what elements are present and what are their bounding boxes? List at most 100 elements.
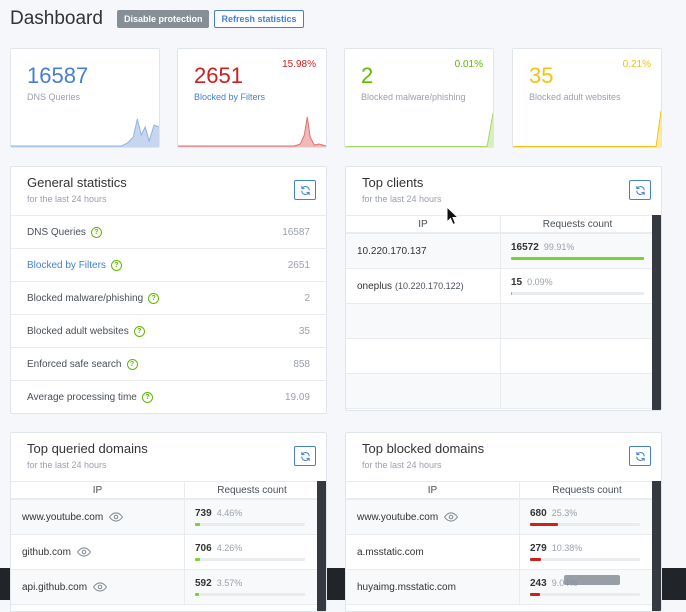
domain-name: github.com bbox=[22, 547, 71, 558]
eye-icon[interactable] bbox=[109, 512, 123, 522]
row-value: 19.09 bbox=[285, 392, 310, 403]
row-label-link[interactable]: Blocked by Filters bbox=[27, 260, 106, 271]
column-header-requests[interactable]: Requests count bbox=[501, 216, 654, 232]
top-queried-domains-card: Top queried domains for the last 24 hour… bbox=[10, 432, 327, 612]
progress-fill bbox=[195, 523, 200, 526]
row-value: 2 bbox=[304, 293, 310, 304]
table-scrollbar[interactable] bbox=[652, 215, 661, 410]
question-circle-icon[interactable]: ? bbox=[142, 392, 153, 403]
stat-value: 16587 bbox=[27, 63, 88, 89]
card-title: General statistics bbox=[27, 175, 127, 190]
domain-name: huyaimg.msstatic.com bbox=[357, 582, 456, 593]
column-header-ip[interactable]: IP bbox=[11, 482, 185, 498]
request-percent: 4.26% bbox=[217, 543, 243, 553]
column-header-ip[interactable]: IP bbox=[346, 216, 501, 232]
sparkline-dns-queries bbox=[11, 97, 159, 147]
stat-card-adult: 35 Blocked adult websites 0.21% bbox=[512, 48, 662, 148]
request-count: 243 bbox=[530, 578, 547, 589]
stat-row-safe-search: Enforced safe search? 858 bbox=[11, 347, 326, 380]
stat-value: 2 bbox=[361, 63, 373, 89]
progress-fill bbox=[195, 558, 200, 561]
table-scrollbar[interactable] bbox=[317, 481, 326, 611]
refresh-statistics-button[interactable]: Refresh statistics bbox=[214, 10, 303, 28]
mouse-cursor-icon bbox=[446, 206, 460, 226]
clients-table: IP Requests count 10.220.170.137 16572 99… bbox=[346, 215, 654, 409]
card-title: Top blocked domains bbox=[362, 441, 484, 456]
progress-bar bbox=[511, 292, 644, 295]
stat-row-blocked-filters: Blocked by Filters? 2651 bbox=[11, 248, 326, 281]
request-percent: 3.57% bbox=[217, 578, 243, 588]
domain-name: www.youtube.com bbox=[22, 512, 103, 523]
stat-row-processing-time: Average processing time? 19.09 bbox=[11, 380, 326, 413]
refresh-icon bbox=[300, 185, 311, 196]
card-title: Top queried domains bbox=[27, 441, 148, 456]
request-percent: 4.46% bbox=[217, 508, 243, 518]
question-circle-icon[interactable]: ? bbox=[111, 260, 122, 271]
progress-fill bbox=[195, 593, 199, 596]
table-header: IP Requests count bbox=[11, 481, 319, 500]
question-circle-icon[interactable]: ? bbox=[127, 359, 138, 370]
refresh-icon bbox=[635, 451, 646, 462]
card-subtitle: for the last 24 hours bbox=[362, 460, 442, 470]
refresh-button[interactable] bbox=[294, 180, 316, 200]
progress-bar bbox=[511, 257, 644, 260]
table-row-empty bbox=[346, 339, 654, 374]
refresh-button[interactable] bbox=[629, 446, 651, 466]
page-header: Dashboard Disable protection Refresh sta… bbox=[10, 6, 309, 32]
request-count: 279 bbox=[530, 543, 547, 554]
page-title: Dashboard bbox=[10, 8, 103, 30]
progress-bar bbox=[530, 558, 640, 561]
request-percent: 99.91% bbox=[544, 242, 575, 252]
question-circle-icon[interactable]: ? bbox=[148, 293, 159, 304]
progress-bar bbox=[195, 558, 305, 561]
progress-fill bbox=[530, 558, 541, 561]
request-percent: 0.09% bbox=[527, 277, 553, 287]
row-label: Average processing time bbox=[27, 392, 137, 403]
stat-percent: 15.98% bbox=[282, 59, 316, 70]
domain-name: a.msstatic.com bbox=[357, 547, 424, 558]
request-count: 592 bbox=[195, 578, 212, 589]
client-ip: 10.220.170.137 bbox=[357, 246, 427, 257]
column-header-requests[interactable]: Requests count bbox=[520, 482, 654, 498]
column-header-requests[interactable]: Requests count bbox=[185, 482, 319, 498]
question-circle-icon[interactable]: ? bbox=[91, 227, 102, 238]
stat-percent: 0.21% bbox=[623, 59, 651, 70]
stat-row-adult: Blocked adult websites? 35 bbox=[11, 314, 326, 347]
eye-icon[interactable] bbox=[444, 512, 458, 522]
refresh-button[interactable] bbox=[294, 446, 316, 466]
tooltip-overlay bbox=[564, 575, 620, 585]
progress-bar bbox=[195, 523, 305, 526]
progress-fill bbox=[530, 593, 540, 596]
disable-protection-button[interactable]: Disable protection bbox=[117, 10, 210, 28]
progress-fill bbox=[530, 523, 558, 526]
request-percent: 25.3% bbox=[552, 508, 578, 518]
client-name: oneplus bbox=[357, 281, 392, 292]
sparkline-malware bbox=[345, 97, 493, 147]
stat-row-dns-queries: DNS Queries? 16587 bbox=[11, 215, 326, 248]
question-circle-icon[interactable]: ? bbox=[134, 326, 145, 337]
column-header-ip[interactable]: IP bbox=[346, 482, 520, 498]
progress-fill bbox=[511, 257, 644, 260]
domain-name: api.github.com bbox=[22, 582, 87, 593]
stat-row-malware: Blocked malware/phishing? 2 bbox=[11, 281, 326, 314]
request-count: 16572 bbox=[511, 242, 539, 253]
eye-icon[interactable] bbox=[77, 547, 91, 557]
refresh-button[interactable] bbox=[629, 180, 651, 200]
stat-card-dns-queries: 16587 DNS Queries bbox=[10, 48, 160, 148]
table-row-empty bbox=[346, 374, 654, 409]
stat-percent: 0.01% bbox=[455, 59, 483, 70]
table-scrollbar[interactable] bbox=[652, 481, 661, 611]
card-subtitle: for the last 24 hours bbox=[27, 460, 107, 470]
progress-bar bbox=[195, 593, 305, 596]
row-label: Blocked malware/phishing bbox=[27, 293, 143, 304]
progress-bar bbox=[530, 593, 640, 596]
eye-icon[interactable] bbox=[93, 582, 107, 592]
request-count: 680 bbox=[530, 508, 547, 519]
row-label: DNS Queries bbox=[27, 227, 86, 238]
top-blocked-domains-card: Top blocked domains for the last 24 hour… bbox=[345, 432, 662, 612]
